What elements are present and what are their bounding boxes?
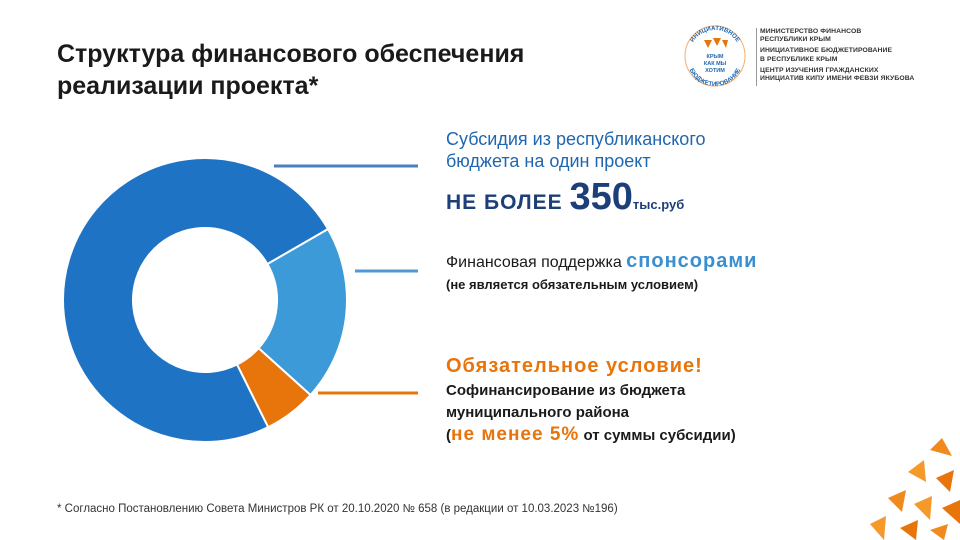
organizations-divider [756, 28, 757, 86]
org-line: В РЕСПУБЛИКЕ КРЫМ [760, 55, 838, 63]
org-line: ИНИЦИАТИВНОЕ БЮДЖЕТИРОВАНИЕ [760, 47, 893, 55]
org-research-center: ЦЕНТР ИЗУЧЕНИЯ ГРАЖДАНСКИХ ИНИЦИАТИВ КИП… [760, 67, 914, 83]
cofinancing-highlight: не менее 5% [451, 424, 580, 445]
footnote: * Согласно Постановлению Совета Министро… [57, 503, 618, 515]
page-title-line-1: Структура финансового обеспечения [57, 40, 525, 68]
sponsors-highlight: спонсорами [626, 250, 758, 272]
page-title-line-2: реализации проекта* [57, 72, 319, 100]
cofinancing-block: Обязательное условие! Софинансирование и… [446, 352, 736, 447]
subsidy-unit: тыс.руб [632, 197, 685, 212]
subsidy-description: Субсидия из республиканского бюджета на … [446, 128, 706, 172]
donut-slice-2 [257, 227, 348, 397]
sponsors-lead: Финансовая поддержка [446, 254, 627, 271]
subsidy-limit: НЕ БОЛЕЕ 350тыс.руб [446, 176, 684, 219]
subsidy-line-1: Субсидия из республиканского [446, 129, 706, 149]
sponsors-block: Финансовая поддержка спонсорами (не явля… [446, 250, 757, 296]
org-initiative-budgeting: ИНИЦИАТИВНОЕ БЮДЖЕТИРОВАНИЕ В РЕСПУБЛИКЕ… [760, 47, 914, 63]
logo-center-line-2: КАК МЫ [704, 61, 727, 67]
cofinancing-line-2: муниципального района [446, 404, 630, 421]
donut-slice-1 [62, 157, 330, 443]
cofinancing-tail: от суммы субсидии) [579, 427, 736, 444]
organizations-block: МИНИСТЕРСТВО ФИНАНСОВ РЕСПУБЛИКИ КРЫМ ИН… [756, 28, 914, 86]
sponsors-note: (не является обязательным условием) [446, 277, 699, 292]
cofinancing-open-paren: ( [446, 427, 451, 444]
subsidy-prefix: НЕ БОЛЕЕ [446, 191, 570, 214]
cofinancing-line-1: Софинансирование из бюджета [446, 382, 686, 399]
org-ministry: МИНИСТЕРСТВО ФИНАНСОВ РЕСПУБЛИКИ КРЫМ [760, 28, 914, 44]
org-line: ИНИЦИАТИВ КИПУ ИМЕНИ ФЕВЗИ ЯКУБОВА [760, 75, 915, 83]
logo-center-line-1: КРЫМ [707, 54, 724, 60]
logo-center-line-3: ХОТИМ [705, 68, 725, 74]
initiative-budgeting-logo: ИНИЦИАТИВНОЕ БЮДЖЕТИРОВАНИЕ КРЫМ КАК МЫ … [684, 25, 746, 88]
page-title: Структура финансового обеспечения реализ… [57, 38, 524, 102]
subsidy-line-2: бюджета на один проект [446, 151, 651, 171]
org-line: РЕСПУБЛИКИ КРЫМ [760, 36, 831, 44]
org-line: МИНИСТЕРСТВО ФИНАНСОВ [760, 28, 862, 35]
org-line: ЦЕНТР ИЗУЧЕНИЯ ГРАЖДАНСКИХ [760, 66, 879, 74]
subsidy-amount: 350 [569, 176, 633, 218]
cofinancing-heading: Обязательное условие! [446, 355, 703, 377]
decorative-triangles-pattern [870, 438, 960, 540]
